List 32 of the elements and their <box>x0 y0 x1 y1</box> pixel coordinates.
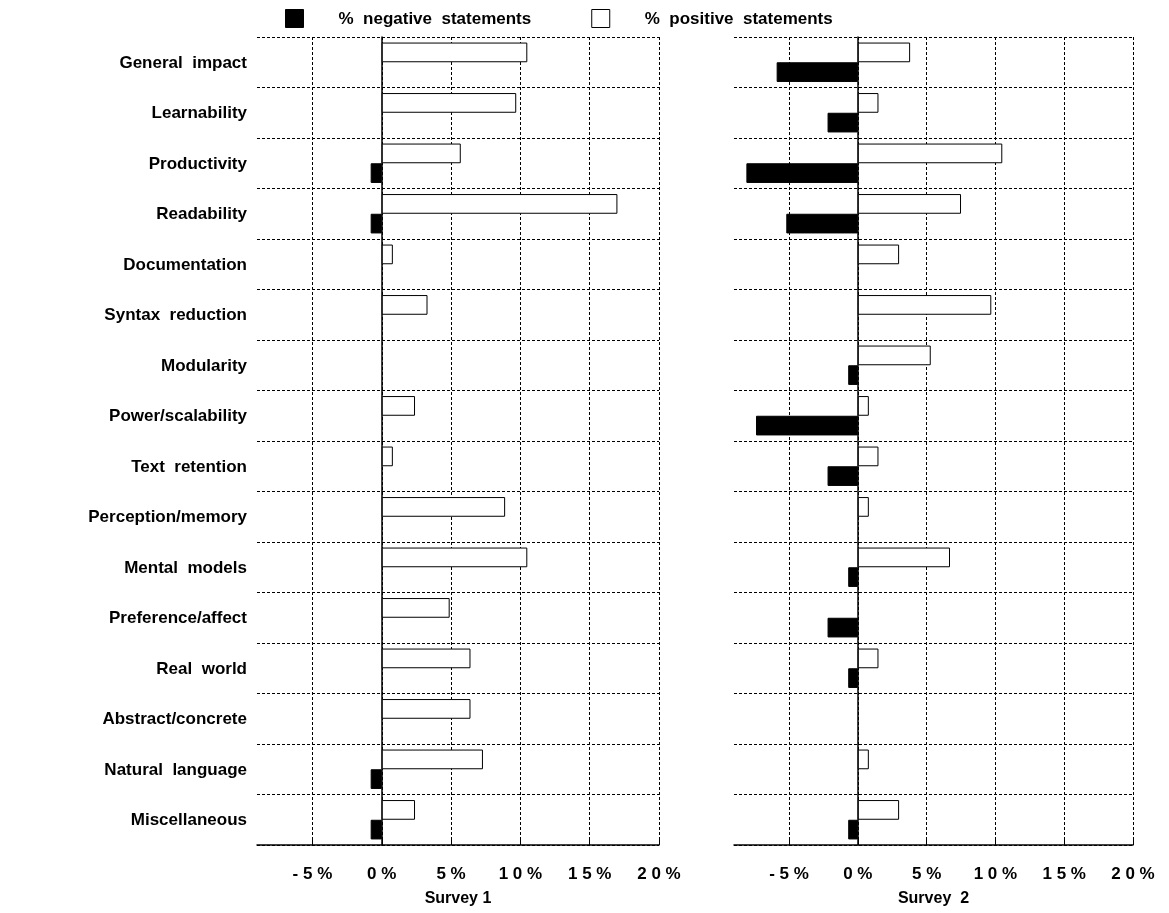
x-tick-label: 0 % <box>367 864 397 883</box>
y-tick-label: Miscellaneous <box>130 810 247 830</box>
legend-label: % positive statements <box>644 9 833 28</box>
x-tick-label: - 5 % <box>292 864 333 883</box>
x-tick-label: 5 % <box>436 864 466 883</box>
x-axis-title: Survey 1 <box>424 888 492 906</box>
y-tick-label: Mental models <box>124 557 247 577</box>
y-tick-label: Abstract/concrete <box>102 709 247 729</box>
x-tick-label: 1 5 % <box>567 864 612 883</box>
x-tick-label: 2 0 % <box>1111 864 1155 883</box>
y-tick-label: Modularity <box>161 355 248 375</box>
y-tick-label: Natural language <box>104 759 247 779</box>
x-tick-label: 1 0 % <box>973 864 1018 883</box>
y-tick-label: Perception/memory <box>88 507 248 527</box>
y-tick-label: Documentation <box>123 254 247 274</box>
y-tick-label: Learnability <box>151 103 248 123</box>
x-axis-title: Survey 2 <box>897 888 970 906</box>
y-tick-label: General impact <box>119 52 248 72</box>
legend-label: % negative statements <box>338 9 532 28</box>
y-tick-label: Preference/affect <box>109 608 248 628</box>
x-tick-label: 5 % <box>911 864 942 883</box>
y-tick-label: Readability <box>156 204 248 224</box>
x-tick-label: - 5 % <box>769 864 809 883</box>
x-tick-label: 2 0 % <box>637 864 681 883</box>
y-tick-label: Power/scalability <box>109 406 248 426</box>
x-tick-label: 1 0 % <box>498 864 543 883</box>
y-tick-label: Syntax reduction <box>104 305 247 325</box>
y-tick-label: Text retention <box>131 456 247 476</box>
x-tick-label: 1 5 % <box>1042 864 1086 883</box>
y-tick-label: Productivity <box>148 153 248 173</box>
y-tick-label: Real world <box>156 658 247 678</box>
x-tick-label: 0 % <box>843 864 873 883</box>
